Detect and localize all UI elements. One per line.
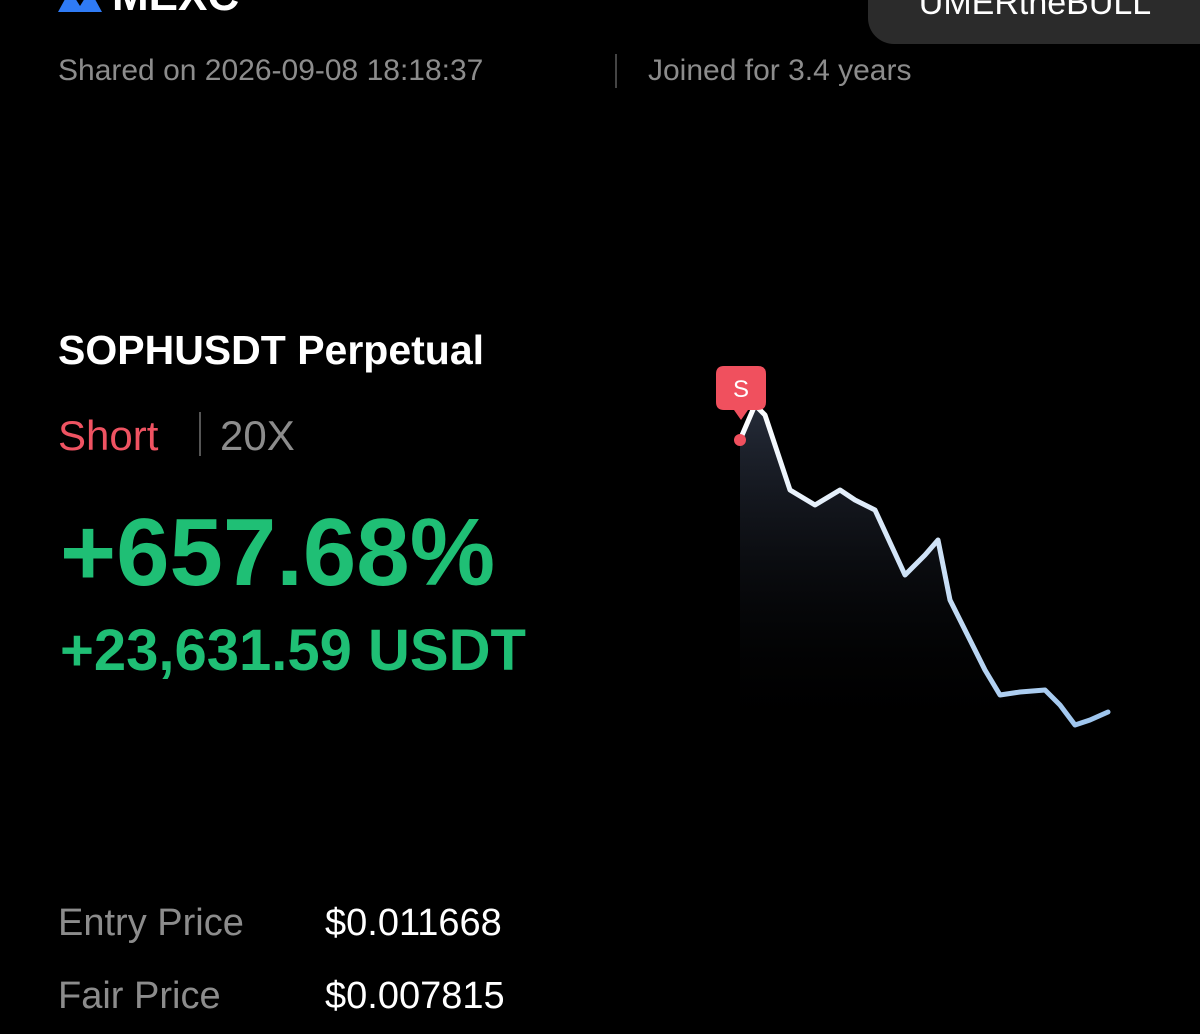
joined: Joined for 3.4 years [648,54,911,87]
leverage: 20X [220,412,295,459]
marker-label: S [733,376,749,403]
chart-area [740,405,1108,740]
pair: SOPHUSDT Perpetual [58,327,484,373]
price-value: $0.011668 [325,902,502,944]
roi: +657.68% [60,499,495,606]
logo-text: MEXC [112,0,239,20]
price-label: Fair Price [58,975,221,1017]
pnl: +23,631.59 USDT [60,618,526,683]
price-label: Entry Price [58,902,244,944]
side: Short [58,412,159,459]
entry-dot [734,434,746,446]
chart-line [737,402,1111,728]
username: UMERtheBULL [919,0,1151,22]
price-value: $0.007815 [325,975,505,1017]
username-pill [868,0,1200,44]
logo-mark [58,0,102,12]
shared-date: Shared on 2026-09-08 18:18:37 [58,54,483,87]
short-marker [716,366,766,420]
